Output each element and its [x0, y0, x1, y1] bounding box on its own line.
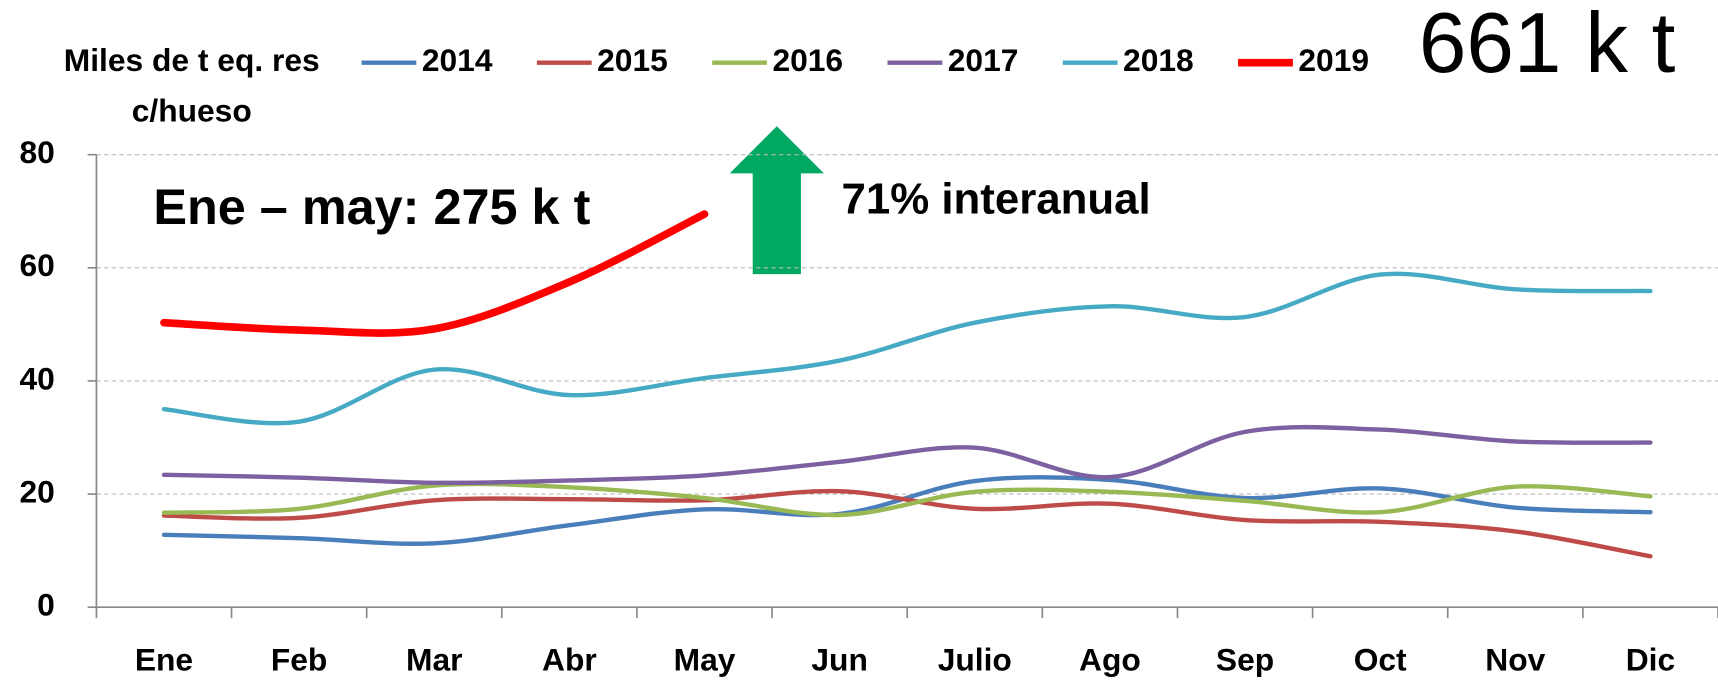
y-tick-label: 20	[19, 473, 54, 509]
legend-label: 2019	[1298, 42, 1369, 78]
series-line	[161, 481, 1653, 518]
series-line	[161, 488, 1653, 559]
x-tick-label: Jun	[811, 641, 867, 677]
y-tick-label: 40	[19, 360, 54, 396]
y-axis-label: c/hueso	[132, 92, 252, 128]
x-tick-label: Nov	[1485, 641, 1545, 677]
annotation: 661 k t	[1419, 0, 1676, 91]
annotation: 71% interanual	[841, 174, 1150, 223]
series-line	[161, 271, 1653, 426]
legend-label: 2015	[597, 42, 668, 78]
x-tick-label: Mar	[406, 641, 463, 677]
x-tick-label: Feb	[271, 641, 327, 677]
series-line	[161, 475, 1653, 546]
x-tick-label: Ago	[1079, 641, 1141, 677]
y-tick-label: 80	[19, 134, 54, 170]
y-axis-label: Miles de t eq. res	[64, 42, 320, 78]
up-arrow	[729, 126, 824, 275]
series-line	[160, 210, 709, 337]
annotation: Ene – may: 275 k t	[153, 178, 590, 235]
x-tick-label: Abr	[542, 641, 597, 677]
x-tick-label: Julio	[938, 641, 1012, 677]
series-line	[161, 424, 1653, 486]
x-tick-label: Sep	[1216, 641, 1274, 677]
y-tick-label: 0	[37, 587, 55, 623]
x-tick-label: Oct	[1354, 641, 1407, 677]
y-tick-label: 60	[19, 247, 54, 283]
legend-label: 2017	[948, 42, 1019, 78]
x-tick-label: Ene	[135, 641, 193, 677]
legend-label: 2014	[422, 42, 493, 78]
x-tick-label: Dic	[1626, 641, 1675, 677]
legend-label: 2018	[1123, 42, 1194, 78]
x-tick-label: May	[674, 641, 736, 677]
legend-label: 2016	[772, 42, 843, 78]
